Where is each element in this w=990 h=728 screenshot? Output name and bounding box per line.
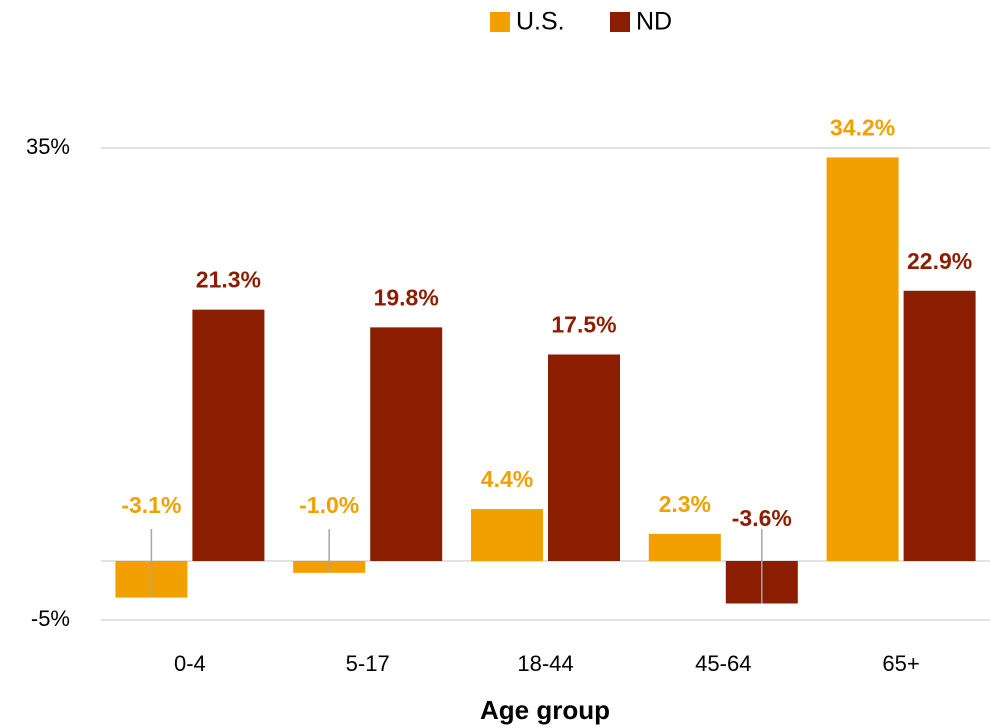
bar [471,509,543,561]
bar [903,290,976,561]
data-label: -3.1% [121,492,181,518]
x-tick-label: 18-44 [517,651,573,676]
x-tick-label: 5-17 [346,651,390,676]
data-label: 2.3% [659,491,711,517]
data-label: 4.4% [481,466,533,492]
legend-label: U.S. [516,8,565,36]
data-label: 17.5% [551,312,616,338]
bar [648,533,721,561]
y-tick-label: 35% [26,134,70,159]
bar [192,309,265,561]
bar [370,327,443,561]
y-tick-label: -5% [31,606,70,631]
data-label: 34.2% [830,115,895,141]
legend-swatch [610,12,630,32]
bar [548,354,620,561]
x-axis-label: Age group [480,695,610,725]
data-label: 21.3% [196,267,261,293]
data-label: 19.8% [374,284,439,310]
legend-swatch [490,12,510,32]
data-label: -3.6% [732,505,792,531]
data-label: -1.0% [299,492,359,518]
x-tick-label: 45-64 [695,651,751,676]
x-tick-label: 65+ [882,651,919,676]
legend-label: ND [636,8,672,36]
data-label: 22.9% [907,248,972,274]
bar [826,157,899,561]
x-tick-label: 0-4 [174,651,206,676]
